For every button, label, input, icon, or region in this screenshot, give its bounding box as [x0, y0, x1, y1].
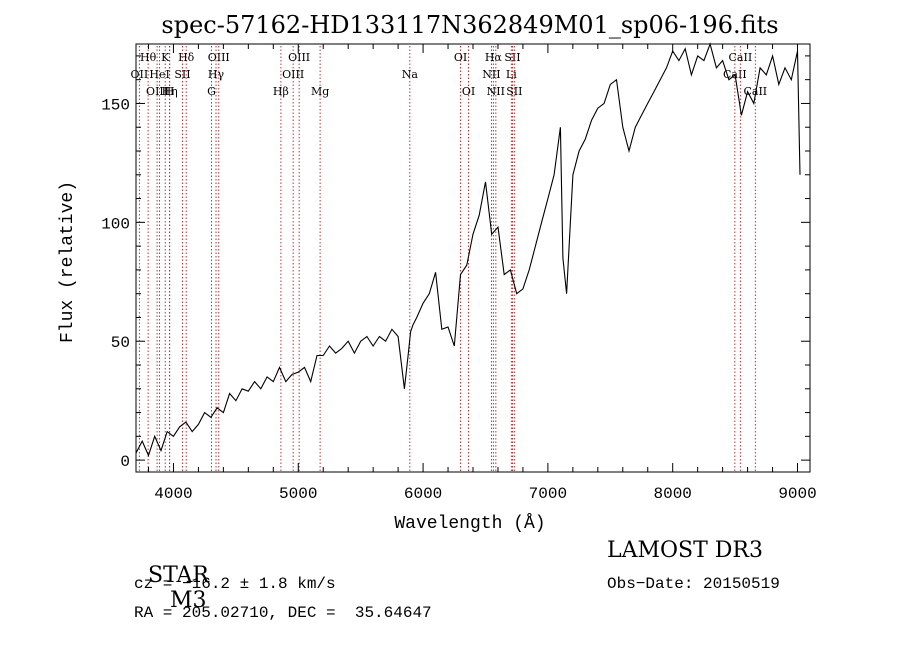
emission-line-label: Hδ: [178, 51, 195, 64]
emission-line-label: OIII: [282, 68, 304, 81]
star-class: STAR: [148, 563, 209, 588]
emission-line-label: NII: [482, 68, 500, 81]
emission-line-label: SII: [174, 68, 190, 81]
emission-line-label: Hγ: [208, 68, 225, 81]
x-tick-label: 5000: [279, 485, 317, 503]
y-axis: 0 50 100 150: [101, 55, 810, 471]
coordinates-text: RA = 205.02710, DEC = 35.64647: [134, 604, 432, 622]
emission-line-label: OIII: [146, 85, 168, 98]
emission-line-label: NII: [487, 85, 505, 98]
emission-line-label: OI: [454, 51, 467, 64]
x-tick-label: 6000: [404, 485, 442, 503]
emission-line-label: OIII: [288, 51, 310, 64]
emission-line-label: Li: [506, 68, 517, 81]
x-tick-label: 8000: [654, 485, 692, 503]
emission-line-label: SII: [506, 85, 522, 98]
spectrum-line: [135, 42, 801, 457]
emission-line-label: G: [207, 85, 216, 98]
emission-line-label: Hθ: [140, 51, 157, 64]
emission-line-label: OIII: [208, 51, 230, 64]
x-tick-label: 9000: [778, 485, 816, 503]
emission-line-label: HeI: [149, 68, 169, 81]
emission-line-label: Na: [402, 68, 419, 81]
x-axis: 4000 5000 6000 7000 8000 9000: [147, 44, 817, 503]
obs-date-text: Obs−Date: 20150519: [607, 575, 780, 593]
y-tick-label: 100: [101, 215, 130, 233]
emission-line-label: OI: [462, 85, 475, 98]
y-tick-label: 0: [120, 453, 130, 471]
redshift-text: cz = −16.2 ± 1.8 km/s: [134, 575, 336, 593]
emission-line-label: K: [161, 51, 170, 64]
x-tick-label: 4000: [154, 485, 192, 503]
y-tick-label: 50: [111, 334, 130, 352]
emission-line-label: Hβ: [273, 85, 289, 98]
plot-frame: [135, 43, 811, 473]
x-tick-label: 7000: [529, 485, 567, 503]
x-axis-label: Wavelength (Å): [394, 513, 545, 534]
emission-line-label: CaII: [729, 51, 753, 64]
chart-title: spec-57162-HD133117N362849M01_sp06-196.f…: [161, 11, 778, 39]
emission-line-label: SII: [504, 51, 520, 64]
survey-label: LAMOST DR3: [607, 538, 763, 563]
emission-line-label: Hα: [485, 51, 503, 64]
star-subclass: M3: [170, 588, 207, 613]
emission-lines: OIIHθOIIIHeIKHηSIIHHδHγGOIIIHβOIIIOIIIMg…: [131, 46, 767, 472]
emission-line-label: Mg: [311, 85, 329, 98]
emission-line-label: OII: [131, 68, 149, 81]
y-tick-label: 150: [101, 96, 130, 114]
emission-line-label: H: [165, 85, 175, 98]
y-axis-label: Flux (relative): [58, 181, 78, 343]
info-class: STAR M3: [134, 538, 209, 613]
